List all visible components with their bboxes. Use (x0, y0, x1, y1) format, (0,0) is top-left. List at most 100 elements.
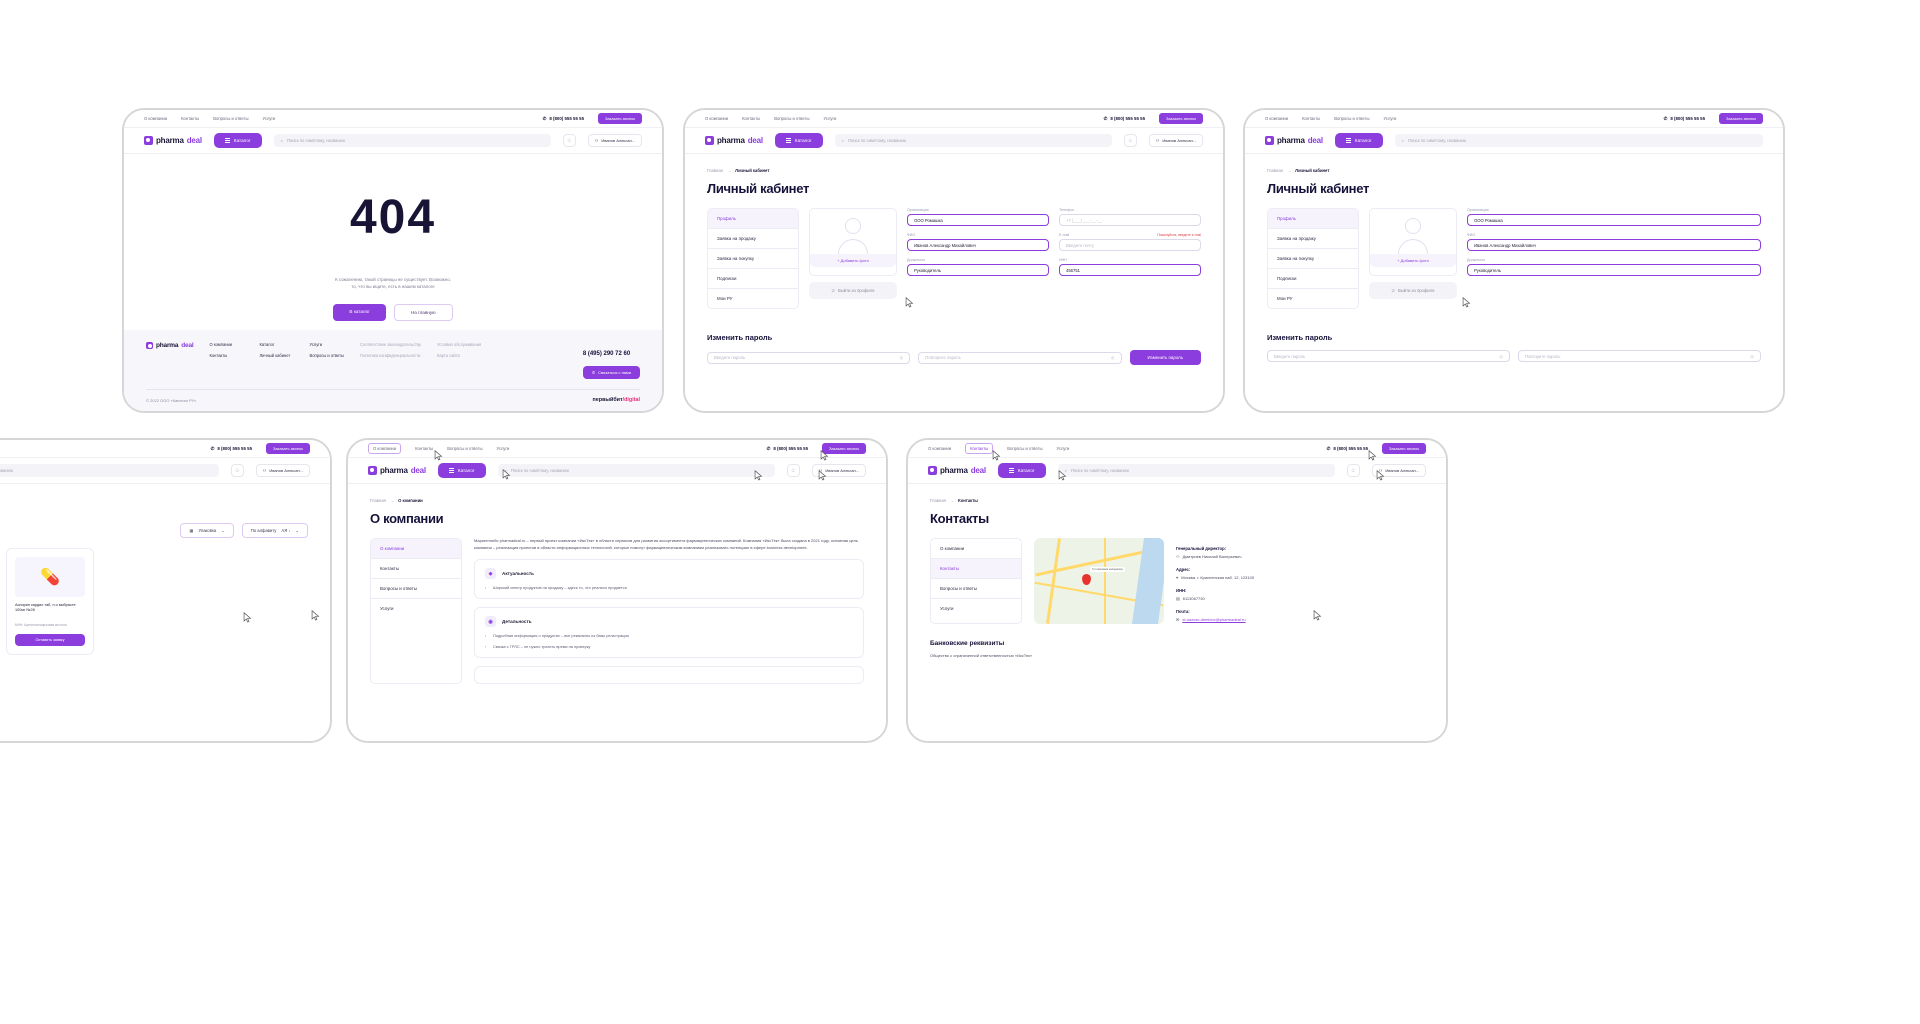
contact-value-mail[interactable]: xt-nazcac.demidov@pharmadeal.ru (1182, 617, 1246, 622)
header-phone[interactable]: ✆ 8 (800) 555 55 55 (1664, 116, 1705, 122)
topnav-item-about[interactable]: О компании (1265, 116, 1289, 121)
logo[interactable]: pharma deal (144, 136, 202, 145)
breadcrumb-home[interactable]: Главная (1267, 168, 1283, 173)
topnav-item-services[interactable]: Услуги (1383, 116, 1397, 121)
password-new-input[interactable]: Повторите пароль ◎ (918, 351, 1122, 364)
field-email-input[interactable]: Введите почту (1059, 239, 1201, 251)
logo[interactable]: pharma deal (928, 466, 986, 475)
field-fio-input[interactable]: Иванов Александр Михайлович (1467, 239, 1761, 251)
about-block-activity[interactable]: ◉ Детальность Подробная информация о про… (474, 607, 864, 659)
footer-link-sitemap[interactable]: Карта сайта (437, 353, 460, 358)
topnav-item-services[interactable]: Услуги (262, 116, 276, 121)
account-menu-item-buy[interactable]: Заявка на покупку (1268, 249, 1358, 269)
logout-button[interactable]: ⎋ Выйти из профиля (1369, 282, 1457, 299)
breadcrumb-home[interactable]: Главная (370, 498, 386, 503)
search-input[interactable]: ⌕ Поиск по симптому, названию (0, 464, 219, 477)
user-menu[interactable]: ⚇ Иванов Алексан... (587, 134, 642, 147)
field-position-input[interactable]: Руководитель (1467, 264, 1761, 276)
user-menu[interactable]: ⚇ Иванов Алексан... (811, 464, 866, 477)
contacts-menu-item-services[interactable]: Услуги (940, 606, 954, 611)
about-block-relevance[interactable]: ◈ Актуальность Широкий спектр продуктов … (474, 559, 864, 600)
change-password-button[interactable]: Изменить пароль (1129, 350, 1202, 365)
add-photo-button[interactable]: + Добавить фото (1370, 253, 1456, 267)
order-call-button[interactable]: Заказать звонок (1382, 443, 1426, 454)
topnav-item-faq[interactable]: Вопросы и ответы (447, 446, 483, 451)
catalog-button[interactable]: Каталог (213, 133, 262, 148)
footer-link-compliance[interactable]: Соответствие законодательству (359, 342, 422, 347)
account-menu-item-buy[interactable]: Заявка на покупку (708, 249, 798, 269)
header-phone[interactable]: ✆ 8 (800) 555 55 55 (1327, 446, 1368, 452)
topnav-item-faq[interactable]: Вопросы и ответы (1334, 116, 1370, 121)
field-organization-input[interactable]: ООО Ромашка (1467, 214, 1761, 226)
header-phone[interactable]: ✆ 8 (800) 555 55 55 (543, 116, 584, 122)
order-call-button[interactable]: Заказать звонок (598, 113, 642, 124)
logo[interactable]: pharma deal (1265, 136, 1323, 145)
topnav-item-about[interactable]: О компании (705, 116, 729, 121)
breadcrumb-home[interactable]: Главная (707, 168, 723, 173)
footer-phone[interactable]: 8 (495) 290 72 60 (582, 351, 631, 357)
eye-icon[interactable]: ◎ (1750, 353, 1754, 359)
footer-logo[interactable]: pharma deal (146, 342, 194, 349)
account-menu-item-subs[interactable]: Подписки (1268, 269, 1358, 289)
bell-icon[interactable]: ♤ (230, 464, 244, 477)
user-menu[interactable]: ⚇ Иванов Алексан... (255, 464, 310, 477)
account-menu-item-sell[interactable]: Заявка на продажу (1268, 229, 1358, 249)
user-menu[interactable]: ⚇ Иванов Алексан... (1148, 134, 1203, 147)
field-organization-input[interactable]: ООО Ромашка (907, 214, 1049, 226)
order-call-button[interactable]: Заказать звонок (1159, 113, 1203, 124)
about-menu-item-services[interactable]: Услуги (380, 606, 394, 611)
account-menu-item-sell[interactable]: Заявка на продажу (708, 229, 798, 249)
topnav-item-services[interactable]: Услуги (1056, 446, 1070, 451)
search-input[interactable]: ⌕ Поиск по симптому, названию (834, 134, 1112, 147)
footer-link-services[interactable]: Услуги (309, 342, 323, 347)
password-old-input[interactable]: Введите пароль ◎ (707, 351, 911, 364)
about-menu-item-faq[interactable]: Вопросы и ответы (371, 579, 461, 599)
topnav-item-services[interactable]: Услуги (823, 116, 837, 121)
eye-icon[interactable]: ◎ (1499, 353, 1503, 359)
password-new-input[interactable]: Повторите пароль ◎ (1518, 350, 1761, 362)
field-phone-input[interactable]: +7 (___) ___-__-__ (1059, 214, 1201, 226)
sort-select[interactable]: По алфавиту АЯ ↓ ⌄ (241, 523, 308, 538)
topnav-item-contacts[interactable]: Контакты (742, 116, 761, 121)
topnav-item-faq[interactable]: Вопросы и ответы (774, 116, 810, 121)
catalog-button[interactable]: Каталог (774, 133, 823, 148)
field-inn-input[interactable]: 456751 (1059, 264, 1201, 276)
order-call-button[interactable]: Заказать звонок (266, 443, 310, 454)
catalog-button[interactable]: Каталог (997, 463, 1046, 478)
footer-link-terms[interactable]: Условия обслуживания (437, 342, 482, 347)
header-phone[interactable]: ✆ 8 (800) 555 55 55 (211, 446, 252, 452)
order-call-button[interactable]: Заказать звонок (1719, 113, 1763, 124)
eye-icon[interactable]: ◎ (1110, 355, 1115, 360)
user-menu[interactable]: ⚇ Иванов Алексан... (1371, 464, 1426, 477)
to-home-button[interactable]: На главную (393, 304, 453, 322)
bell-icon[interactable]: ♤ (1346, 464, 1360, 477)
field-position-input[interactable]: Руководитель (907, 264, 1049, 276)
footer-link-contacts[interactable]: Контакты (209, 353, 228, 358)
bell-icon[interactable]: ♤ (786, 464, 800, 477)
product-request-button[interactable]: Оставить заявку (15, 634, 85, 646)
footer-link-privacy[interactable]: Политика конфиденциальности (359, 353, 421, 358)
account-menu-item-profile[interactable]: Профиль (708, 209, 798, 229)
header-phone[interactable]: ✆ 8 (800) 555 55 55 (1104, 116, 1145, 122)
bell-icon[interactable]: ♤ (562, 134, 576, 147)
account-menu-item-profile[interactable]: Профиль (1268, 209, 1358, 229)
topnav-item-about[interactable]: О компании (368, 443, 402, 454)
search-input[interactable]: ⌕ Поиск по симптому, названию (273, 134, 551, 147)
search-input[interactable]: ⌕ Поиск по симптому, названию (497, 464, 775, 477)
about-menu-item-about[interactable]: О компании (371, 539, 461, 559)
account-menu-item-ru[interactable]: Мои РУ (717, 296, 733, 301)
topnav-item-contacts[interactable]: Контакты (181, 116, 200, 121)
account-menu-item-subs[interactable]: Подписки (708, 269, 798, 289)
topnav-item-contacts[interactable]: Контакты (415, 446, 434, 451)
about-block-extra[interactable] (474, 666, 864, 685)
breadcrumb-home[interactable]: Главная (930, 498, 946, 503)
contacts-menu-item-contacts[interactable]: Контакты (931, 559, 1021, 579)
topnav-item-services[interactable]: Услуги (496, 446, 510, 451)
footer-link-account[interactable]: Личный кабинет (259, 353, 291, 358)
contacts-menu-item-about[interactable]: О компании (931, 539, 1021, 559)
catalog-button[interactable]: Каталог (1334, 133, 1383, 148)
topnav-item-faq[interactable]: Вопросы и ответы (1007, 446, 1043, 451)
add-photo-button[interactable]: + Добавить фото (810, 253, 896, 267)
order-call-button[interactable]: Заказать звонок (822, 443, 866, 454)
account-menu-item-ru[interactable]: Мои РУ (1277, 296, 1293, 301)
